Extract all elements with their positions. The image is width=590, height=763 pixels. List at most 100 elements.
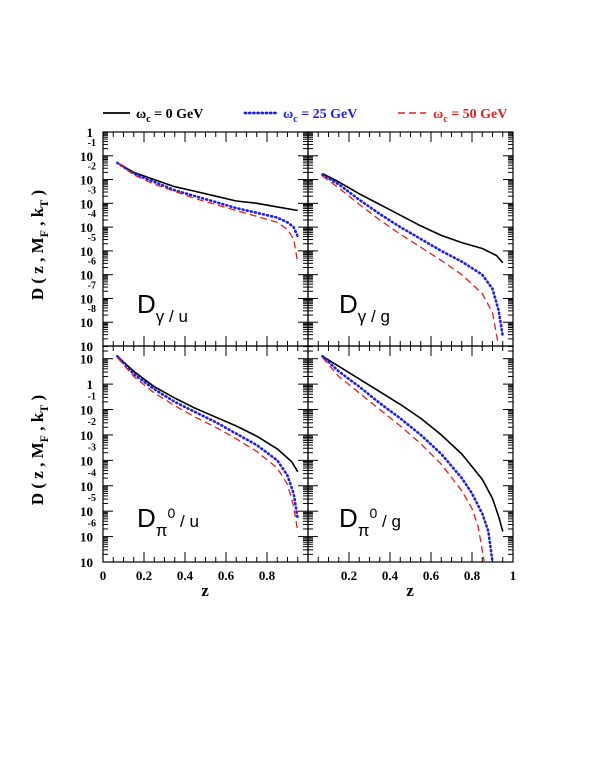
series-line-pi0-g-2 [321,356,485,563]
series-line-gamma-u-2 [116,162,299,263]
series-line-pi0-u-0 [116,355,299,473]
y-tick-exponent: -8 [88,304,96,315]
series-line-pi0-g-1 [321,354,494,564]
y-tick-exponent: -1 [88,138,96,149]
legend-item-0: ωc = 0 GeV [103,107,203,125]
legend-label-2: ωc = 50 GeV [433,107,507,125]
legend: ωc = 0 GeV ωc = 25 GeV ωc = 50 GeV [103,107,507,125]
x-tick-label-right: 0.2 [341,568,357,583]
series-line-gamma-g-1 [321,173,505,338]
y-tick-exponent: -7 [88,280,96,291]
ylabel-top-mid: , k [28,207,47,230]
y-tick-label: 10 [80,530,93,545]
y-tick-exponent: -3 [88,442,96,453]
y-tick-label: 10 [80,291,93,306]
x-tick-label-left: 0.6 [218,568,235,583]
panel-label-pi0-u-main: D [137,503,156,533]
tick-labels: 110-110-210-310-410-510-610-710-810110-1… [80,125,516,583]
ylabel-top-base: D ( z , M [28,237,47,300]
panel-label-gamma-u-main: D [137,289,156,319]
y-tick-label: 10 [80,268,93,283]
legend-omega-1: ω [283,107,293,122]
panel-label-pi0-u-sup: 0 [168,505,176,521]
legend-item-2: ωc = 50 GeV [398,107,507,125]
x-axis-label-left: z [201,581,209,600]
y-tick-label: 10 [80,244,93,259]
panel-label-pi0-u: Dπ0 / u [137,503,199,540]
panel-label-pi0-g-sup: 0 [370,505,378,521]
y-tick-label: 10 [80,352,93,367]
y-axis-label-bottom: D ( z , MF , kT ) [28,395,51,505]
x-tick-label-right: 0.8 [464,568,481,583]
legend-label-1: ωc = 25 GeV [283,107,357,125]
legend-rest-1: = 25 GeV [298,107,358,122]
axis-ticks [102,131,514,563]
panel-label-pi0-g-sub: π [358,521,370,540]
y-tick-label: 10 [80,504,93,519]
y-tick-exponent: -5 [88,233,96,244]
x-tick-label-left: 0 [100,568,107,583]
y-tick-label: 10 [80,453,93,468]
ylabel-top-sub1: F [37,230,51,237]
y-tick-label: 10 [80,428,93,443]
series-line-gamma-u-1 [116,161,300,238]
y-tick-label: 10 [80,403,93,418]
x-tick-label-right: 0.4 [382,568,399,583]
panel-label-pi0-g-tail: / g [377,512,401,531]
panel-label-gamma-g-main: D [339,289,358,319]
ylabel-bot-mid: , k [28,412,47,435]
y-tick-label: 10 [80,173,93,188]
ylabel-bot-end: ) [28,395,47,405]
series-line-gamma-u-0 [116,162,298,212]
panel-label-pi0-g-main: D [339,503,358,533]
y-axis-label-top: D ( z , MF , kT ) [28,190,51,300]
series-line-gamma-g-2 [322,175,500,347]
curves [116,161,505,564]
series-line-pi0-u-2 [116,356,299,532]
legend-item-1: ωc = 25 GeV [243,107,357,125]
y-tick-exponent: -5 [88,493,96,504]
panel-label-pi0-g: Dπ0 / g [339,503,401,540]
legend-omega-2: ω [433,107,443,122]
y-tick-exponent: -6 [88,257,96,268]
legend-omega-0: ω [136,107,146,122]
legend-sub-1: c [293,114,298,125]
series-line-pi0-g-0 [321,355,504,532]
panel-label-gamma-u: Dγ / u [137,289,188,326]
y-tick-label: 10 [80,220,93,235]
panel-label-gamma-g-sub: γ / g [358,307,390,326]
series-line-gamma-g-0 [322,172,504,264]
ylabel-top-end: ) [28,190,47,200]
legend-rest-2: = 50 GeV [448,107,508,122]
y-tick-exponent: -4 [88,468,96,479]
y-tick-exponent: -4 [88,209,96,220]
x-tick-label-left: 0.8 [259,568,276,583]
panel-label-gamma-u-sub: γ / u [156,307,188,326]
panel-label-pi0-u-sub: π [156,521,168,540]
y-tick-exponent: -3 [88,185,96,196]
x-tick-label-right: 1 [510,568,517,583]
y-tick-label: 1 [87,377,94,392]
y-tick-exponent: -2 [88,162,96,173]
y-tick-exponent: -6 [88,519,96,530]
legend-label-0: ωc = 0 GeV [136,107,203,125]
ylabel-top-sub2: T [37,200,51,208]
y-tick-exponent: -2 [88,417,96,428]
y-tick-label-floor: 10 [80,339,93,354]
ylabel-bot-sub2: T [37,405,51,413]
ylabel-bot-base: D ( z , M [28,442,47,505]
panel-frame-gamma-u [102,131,309,347]
legend-sub-0: c [146,114,151,125]
x-tick-label-left: 0.2 [136,568,152,583]
panel-frame-pi0-u [102,345,309,563]
ylabel-bot-sub1: F [37,435,51,442]
y-tick-label: 10 [80,149,93,164]
y-tick-label: 10 [80,315,93,330]
series-line-pi0-u-1 [116,354,300,521]
x-axis-label-right: z [406,581,414,600]
panel-label-pi0-u-tail: / u [175,512,199,531]
panel-label-gamma-g: Dγ / g [339,289,390,326]
y-tick-label: 1 [87,125,94,140]
y-tick-label: 10 [80,196,93,211]
